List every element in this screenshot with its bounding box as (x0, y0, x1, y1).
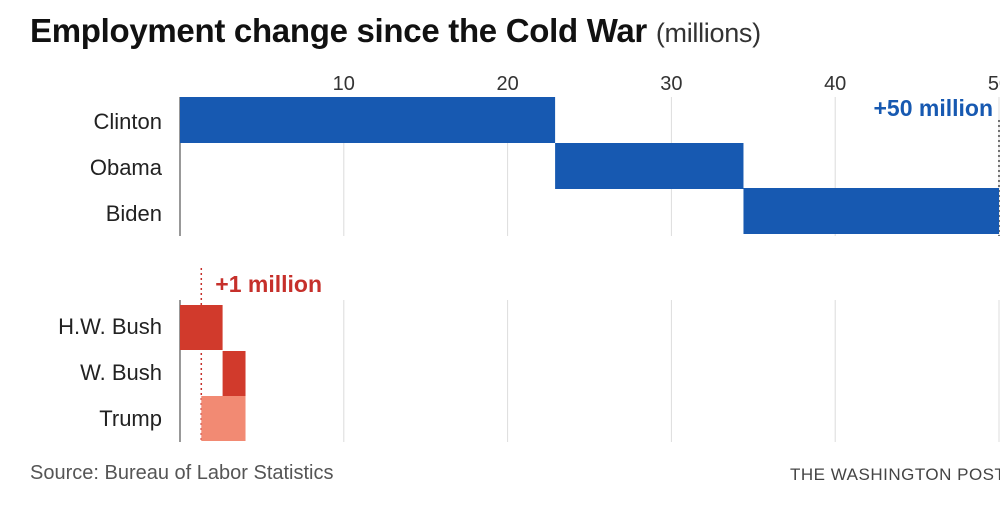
title-text: Employment change since the Cold War (30, 12, 647, 49)
bar-obama (555, 143, 744, 189)
publisher-credit: THE WASHINGTON POST (790, 465, 1000, 484)
x-tick-label-10: 10 (333, 73, 355, 95)
x-tick-label-30: 30 (660, 73, 682, 95)
row-label-w-bush: W. Bush (80, 360, 162, 385)
total-label-democrats: +50 million (873, 95, 993, 121)
bar-trump (201, 396, 246, 441)
bar-biden (743, 188, 999, 234)
bar-w-bush (222, 351, 246, 396)
row-label-biden: Biden (106, 201, 162, 226)
x-tick-label-50: 50 (988, 73, 1000, 95)
source-note: Source: Bureau of Labor Statistics (30, 462, 334, 484)
row-label-h-w-bush: H.W. Bush (58, 314, 162, 339)
x-tick-label-40: 40 (824, 73, 846, 95)
row-label-clinton: Clinton (94, 109, 162, 134)
title-unit: (millions) (655, 18, 761, 48)
bar-h-w-bush (180, 305, 223, 350)
chart-title: Employment change since the Cold War (mi… (30, 12, 761, 50)
total-label-republicans: +1 million (215, 271, 322, 297)
row-label-obama: Obama (90, 155, 163, 180)
x-tick-label-20: 20 (496, 73, 518, 95)
row-label-trump: Trump (99, 406, 162, 431)
bar-clinton (180, 97, 556, 143)
